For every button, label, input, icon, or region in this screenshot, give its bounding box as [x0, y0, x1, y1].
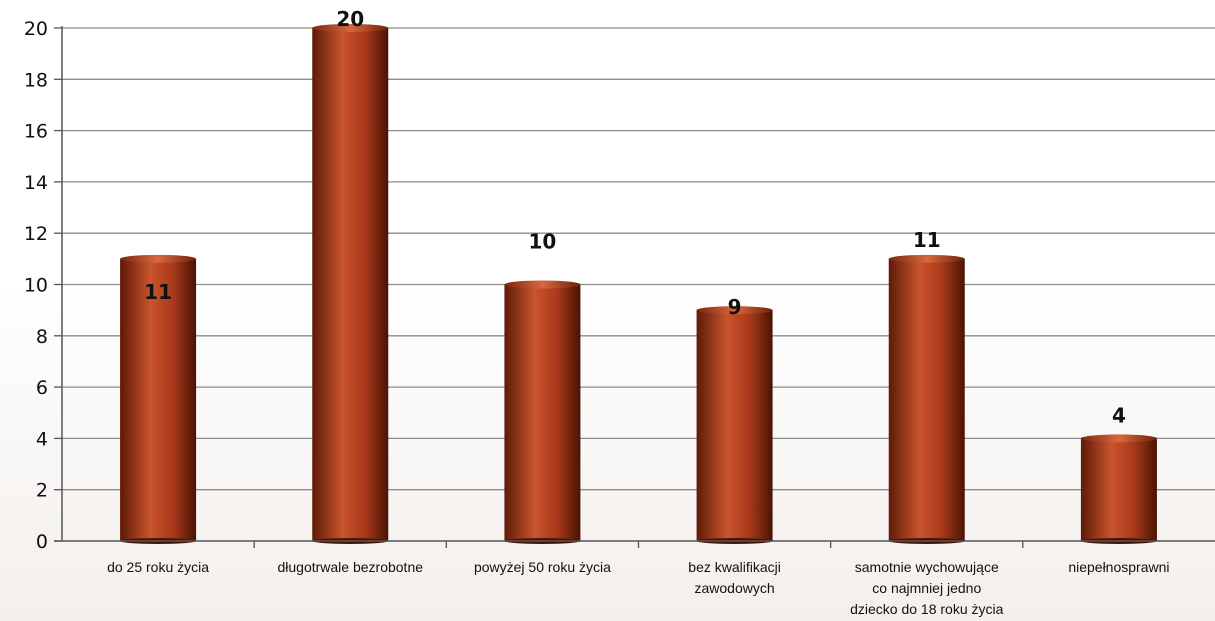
x-tick-label-line: długotrwale bezrobotne	[277, 559, 423, 575]
y-tick-label: 10	[24, 275, 48, 297]
x-tick-label: samotnie wychowujące co najmniej jedno dzi…	[850, 559, 1004, 617]
data-label: 4	[1112, 403, 1126, 427]
bar	[312, 24, 389, 544]
x-tick-label: do 25 roku życia	[107, 559, 209, 575]
data-labels: 11 20 10 9 11 4	[144, 7, 1126, 427]
x-tick-label: bez kwalifikacji zawodowych	[688, 559, 781, 596]
data-label: 9	[728, 295, 742, 319]
y-tick-label: 4	[36, 428, 48, 450]
y-tick-label: 16	[24, 121, 48, 143]
y-tick-label: 12	[24, 223, 48, 245]
x-tick-label: powyżej 50 roku życia	[474, 559, 611, 575]
bar	[888, 254, 965, 544]
x-tick-label-line: niepełnosprawni	[1068, 559, 1169, 575]
y-tick-label: 20	[24, 18, 48, 40]
axes	[54, 26, 1215, 542]
bar-body	[1080, 438, 1157, 541]
x-tick-label: niepełnosprawni	[1068, 559, 1169, 575]
grid-lines	[62, 27, 1215, 491]
x-tick-label: długotrwale bezrobotne	[277, 559, 423, 575]
bar-cap	[1080, 434, 1157, 443]
y-axis-ticks: 0 2 4 6 8 10 12 14 16 18 20	[24, 18, 62, 553]
bar-cap	[120, 254, 197, 263]
x-tick-label-line: co najmniej jedno	[872, 580, 981, 596]
y-tick-label: 18	[24, 69, 48, 91]
y-tick-label: 8	[36, 326, 48, 348]
bar-body	[504, 284, 581, 541]
bar-cap	[504, 280, 581, 289]
y-tick-label: 2	[36, 480, 48, 502]
data-label: 11	[913, 228, 941, 252]
y-tick-label: 6	[36, 377, 48, 399]
x-tick-label-line: bez kwalifikacji	[688, 559, 781, 575]
x-tick-label-line: dziecko do 18 roku życia	[850, 601, 1004, 617]
data-label: 10	[528, 230, 556, 254]
data-label: 11	[144, 280, 172, 304]
bar	[120, 254, 197, 544]
bar-body	[888, 258, 965, 541]
bar-cap	[888, 254, 965, 263]
bar	[1080, 434, 1157, 544]
bar-body	[312, 28, 389, 541]
bar	[504, 280, 581, 544]
x-tick-label-line: samotnie wychowujące	[855, 559, 999, 575]
bar-body	[696, 310, 773, 541]
bar-cap	[312, 24, 389, 32]
data-label: 20	[336, 7, 364, 31]
bar	[696, 306, 773, 544]
x-tick-label-line: do 25 roku życia	[107, 559, 209, 575]
x-tick-label-line: zawodowych	[695, 580, 775, 596]
x-tick-label-line: powyżej 50 roku życia	[474, 559, 611, 575]
bar-body	[120, 258, 197, 541]
bars	[120, 24, 1157, 544]
y-tick-label: 0	[36, 531, 48, 553]
bar-cap	[696, 306, 773, 315]
x-axis-labels: do 25 roku życia długotrwale bezrobotne po…	[107, 541, 1170, 617]
y-tick-label: 14	[24, 172, 48, 194]
